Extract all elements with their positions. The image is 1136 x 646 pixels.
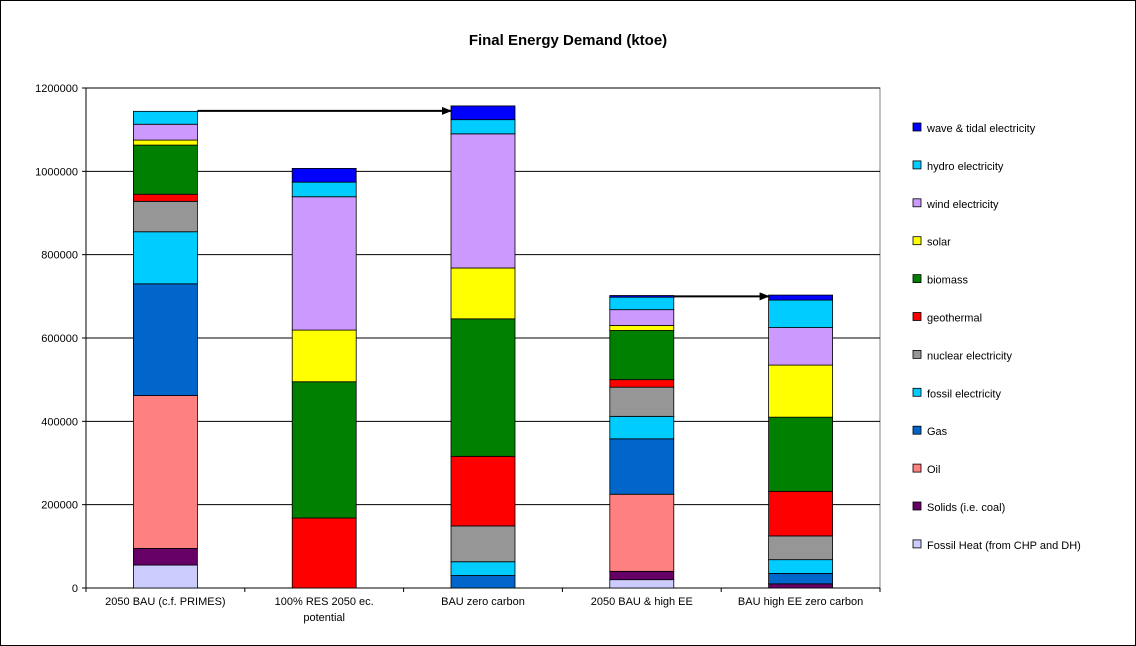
- bar-segment: [768, 416, 833, 492]
- bar-segment: [132, 283, 198, 396]
- x-tick-label: 100% RES 2050 ec.: [275, 596, 374, 608]
- legend-label: wind electricity: [926, 199, 999, 211]
- x-tick-label: BAU zero carbon: [441, 596, 525, 608]
- legend-swatch: [912, 198, 922, 208]
- legend-swatch: [912, 349, 922, 359]
- legend-swatch: [912, 501, 922, 511]
- bar-segment: [132, 548, 198, 566]
- bar-segment: [132, 110, 198, 125]
- y-tick-label: 200000: [41, 500, 78, 512]
- legend-label: biomass: [927, 275, 968, 287]
- bar-segment: [132, 144, 198, 195]
- bar-segment: [450, 455, 516, 527]
- bar-segment: [609, 438, 675, 495]
- bar-segment: [609, 295, 675, 298]
- bar-segment: [768, 535, 833, 561]
- bar-segment: [450, 561, 516, 576]
- bar-segment: [450, 318, 516, 457]
- legend: wave & tidal electricity hydro electricit…: [912, 122, 1081, 552]
- bar-segment: [450, 119, 516, 135]
- legend-label: nuclear electricity: [927, 350, 1012, 362]
- bar-segment: [609, 309, 675, 326]
- legend-label: Gas: [927, 426, 948, 438]
- bar-segment: [132, 231, 198, 285]
- legend-label: hydro electricity: [927, 161, 1004, 173]
- legend-label: geothermal: [927, 313, 982, 325]
- x-tick-label: 2050 BAU (c.f. PRIMES): [105, 596, 225, 608]
- bar-segment: [450, 575, 516, 589]
- y-tick-label: 1000000: [35, 166, 78, 178]
- x-tick-label: 2050 BAU & high EE: [591, 596, 693, 608]
- bar-segment: [132, 200, 198, 233]
- legend-swatch: [912, 312, 922, 321]
- bar-segment: [609, 493, 675, 572]
- bar-segment: [768, 583, 833, 589]
- bar-segment: [132, 139, 198, 146]
- legend-swatch: [912, 274, 922, 284]
- bar-segment: [768, 294, 833, 301]
- x-tick-label: BAU high EE zero carbon: [738, 596, 863, 608]
- legend-label: Solids (i.e. coal): [927, 502, 1005, 514]
- bar-segment: [768, 364, 833, 418]
- bar-segment: [291, 329, 357, 383]
- bar-segment: [132, 193, 198, 202]
- bar-segment: [609, 570, 675, 581]
- y-tick-label: 400000: [41, 416, 78, 428]
- legend-label: Fossil Heat (from CHP and DH): [927, 540, 1081, 552]
- x-tick-label: potential: [303, 612, 345, 624]
- bar-segment: [291, 381, 357, 519]
- legend-swatch: [912, 387, 922, 397]
- bar-segment: [450, 525, 516, 563]
- legend-label: Oil: [927, 464, 940, 476]
- bar-segment: [768, 490, 833, 537]
- legend-swatch: [912, 236, 922, 246]
- y-tick-label: 1200000: [35, 83, 78, 95]
- legend-swatch: [912, 160, 922, 170]
- plot-area: 0 200000 400000 600000 800000 1000000 1200000 2…: [35, 83, 881, 624]
- bar-segment: [132, 564, 198, 589]
- bar-segment: [609, 579, 675, 589]
- bar-segment: [768, 573, 833, 585]
- legend-label: wave & tidal electricity: [926, 123, 1036, 135]
- bar-segment: [768, 327, 833, 366]
- bar-segment: [609, 415, 675, 440]
- bar-segment: [768, 299, 833, 328]
- bar-segment: [768, 559, 833, 574]
- legend-swatch: [912, 539, 922, 549]
- bar-segment: [291, 517, 357, 589]
- y-tick-label: 600000: [41, 333, 78, 345]
- bar-segment: [450, 133, 516, 269]
- bar-segment: [609, 325, 675, 331]
- legend-label: fossil electricity: [927, 388, 1001, 400]
- bar-segment: [450, 267, 516, 320]
- chart-title: Final Energy Demand (ktoe): [469, 32, 667, 49]
- bar-segment: [291, 181, 357, 198]
- y-tick-label: 0: [72, 583, 78, 595]
- bar-segment: [291, 196, 357, 331]
- bar-segment: [132, 395, 198, 549]
- bar-segment: [609, 386, 675, 417]
- bar-segment: [609, 296, 675, 311]
- bar-segment: [609, 379, 675, 388]
- y-tick-label: 800000: [41, 250, 78, 262]
- bar-segment: [450, 105, 516, 121]
- legend-swatch: [912, 122, 922, 132]
- bar-segment: [132, 123, 198, 141]
- legend-swatch: [912, 463, 922, 473]
- bar-segment: [291, 168, 357, 183]
- legend-label: solar: [927, 237, 951, 249]
- legend-swatch: [912, 425, 922, 435]
- bar-segment: [609, 330, 675, 381]
